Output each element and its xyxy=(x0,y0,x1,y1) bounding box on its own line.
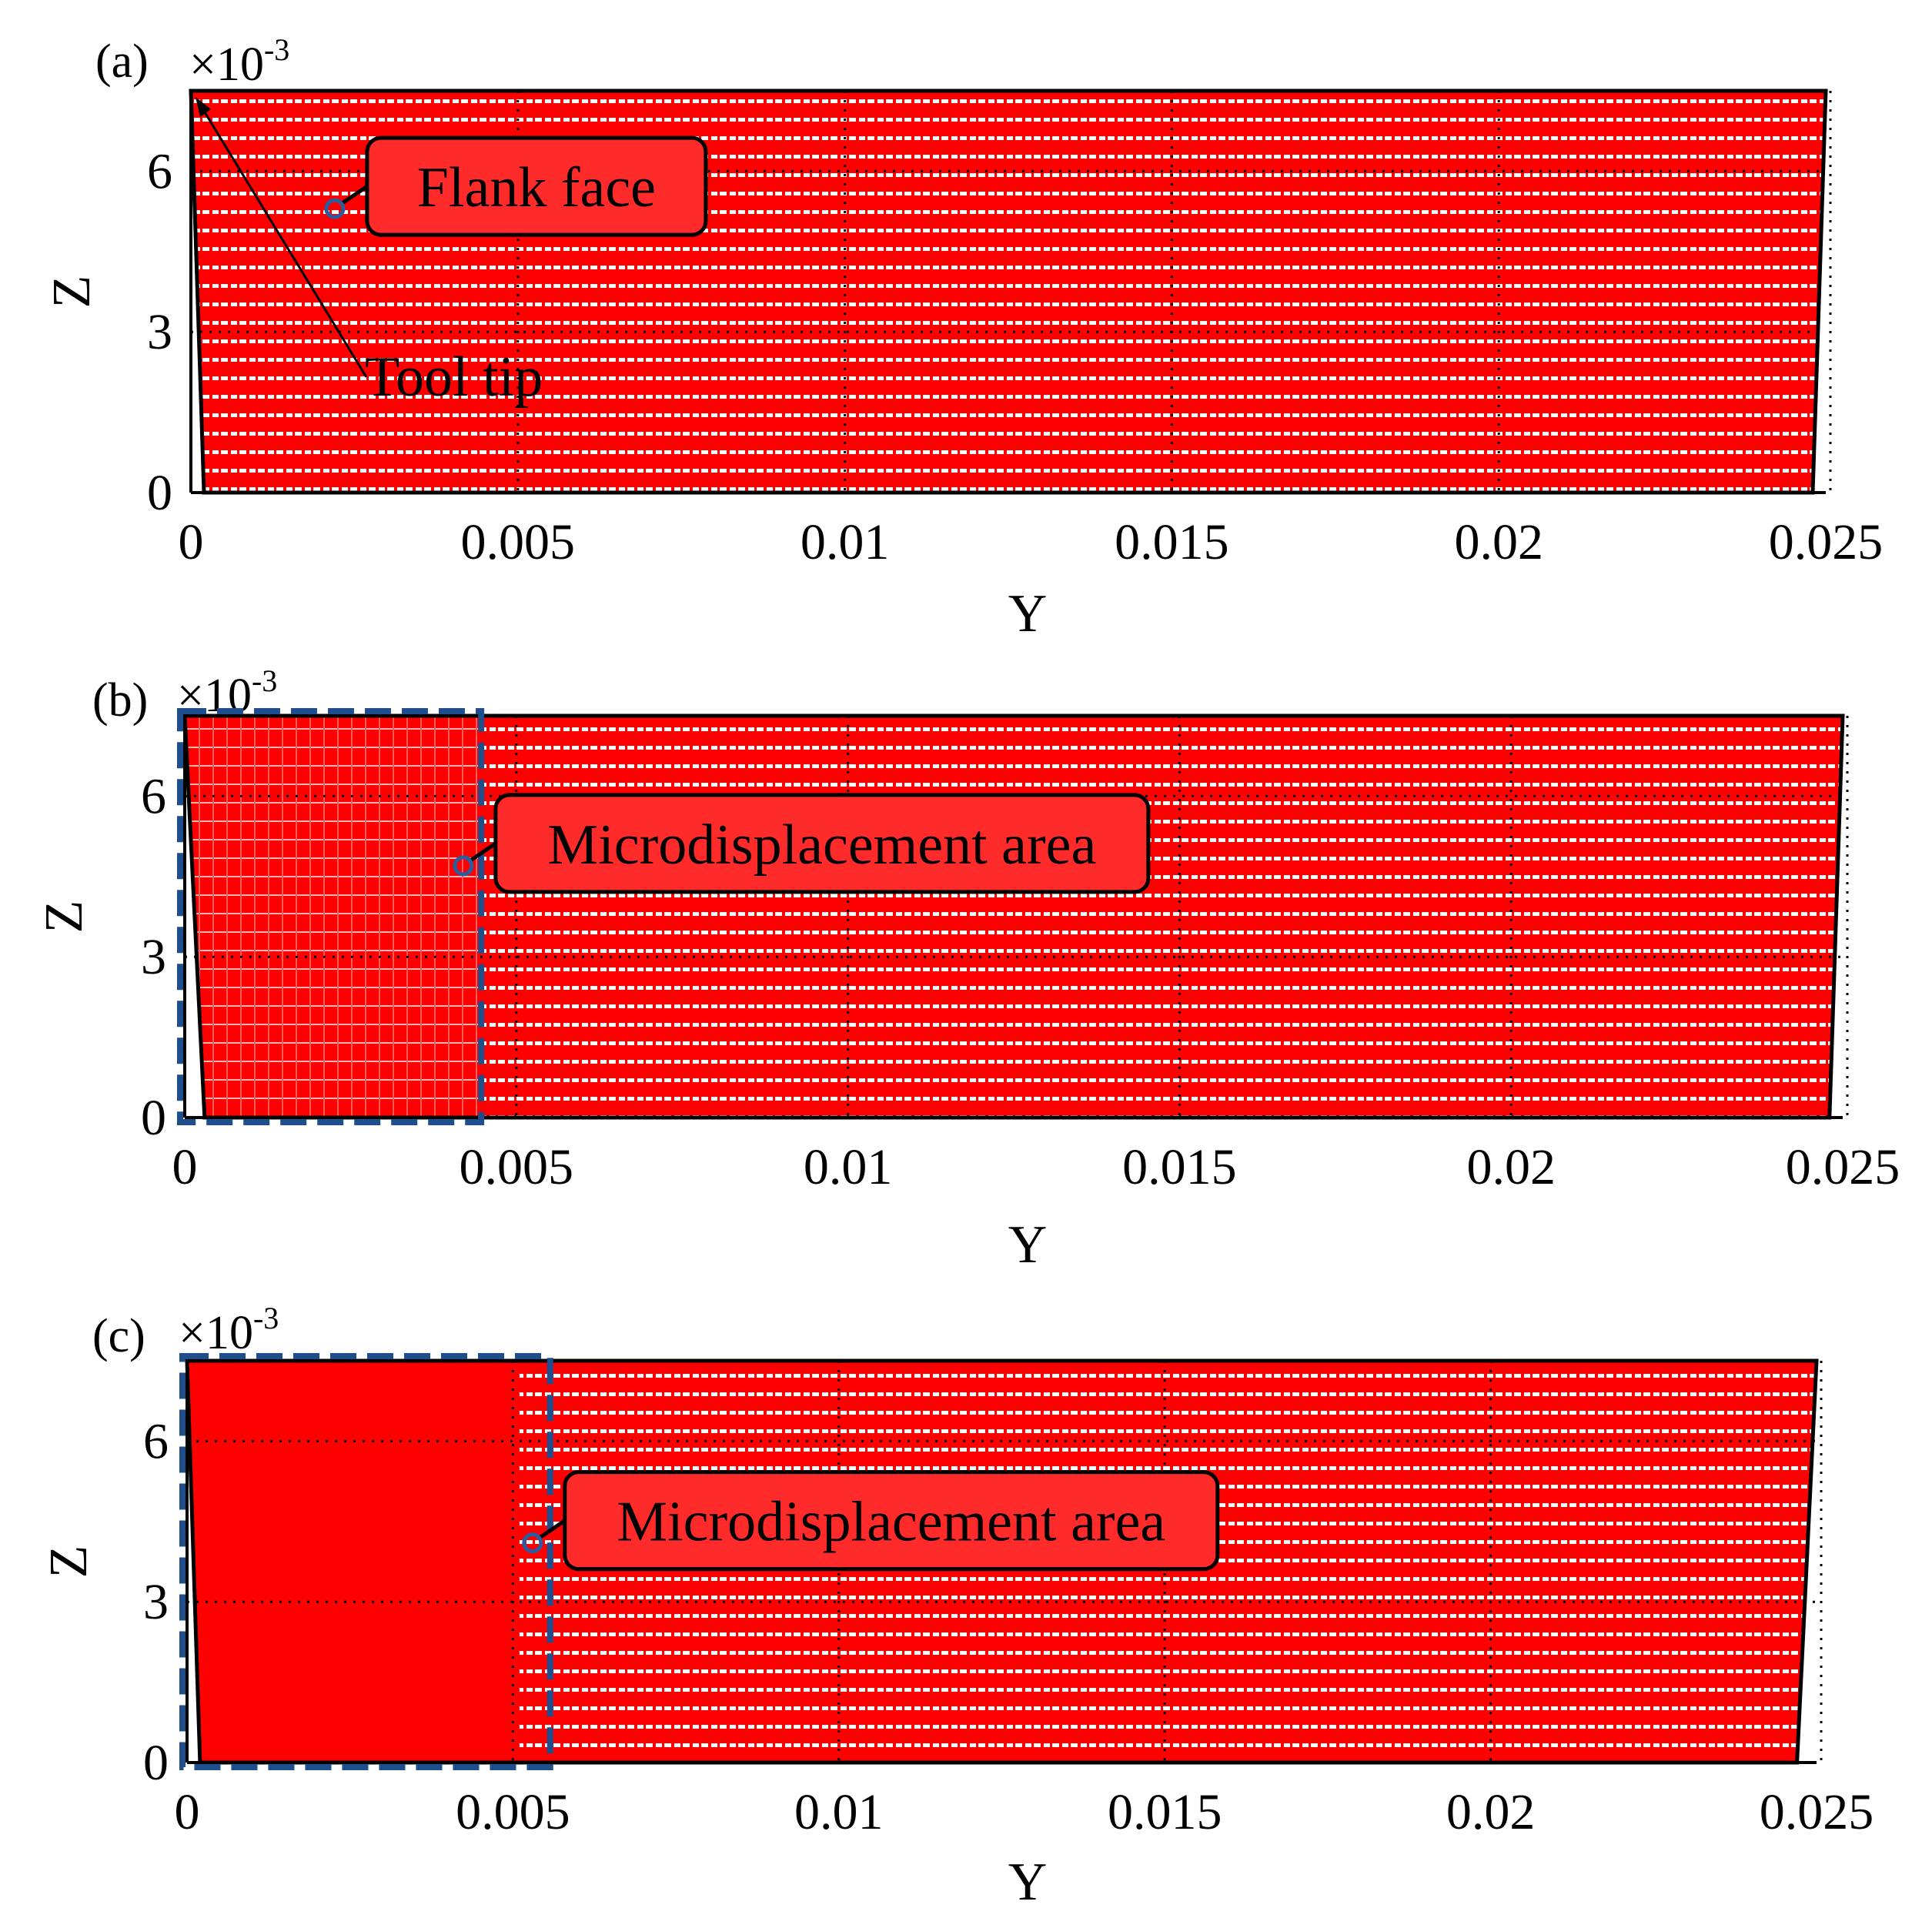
callout-box xyxy=(493,793,1151,894)
y-ticks: 0 3 6 xyxy=(143,1413,169,1791)
x-tick-label: 0.025 xyxy=(1760,1784,1874,1840)
x-ticks: 0 0.005 0.01 0.015 0.02 0.025 xyxy=(179,514,1884,570)
y-tick-label: 6 xyxy=(141,768,166,824)
panel-label: (a) xyxy=(95,35,149,88)
y-axis-label: Z xyxy=(42,276,102,309)
x-axis-label: Y xyxy=(1008,584,1048,643)
microdisplacement-box xyxy=(177,708,485,1125)
callout-box xyxy=(365,135,708,237)
x-tick-label: 0.005 xyxy=(461,514,576,570)
callout-box xyxy=(563,1470,1220,1572)
y-tick-label: 3 xyxy=(141,929,166,985)
callout-anchor-marker xyxy=(522,1532,543,1554)
x-tick-label: 0.015 xyxy=(1122,1139,1237,1195)
y-tick-label: 3 xyxy=(147,304,172,360)
x-tick-label: 0.005 xyxy=(456,1784,570,1840)
x-ticks: 0 0.005 0.01 0.015 0.02 0.025 xyxy=(175,1784,1874,1840)
x-tick-label: 0.01 xyxy=(794,1784,884,1840)
callout-leader xyxy=(468,841,497,863)
x-tick-label: 0.025 xyxy=(1786,1139,1900,1195)
multiplier-label: ×10-3 xyxy=(189,32,289,91)
x-tick-label: 0.025 xyxy=(1769,514,1884,570)
x-tick-label: 0.015 xyxy=(1115,514,1229,570)
multiplier-exponent: -3 xyxy=(252,663,277,698)
panel-a: (a) ×10-3 Z Y 0 0.005 0.01 0.015 0.02 0.025 0… xyxy=(42,32,1883,643)
y-ticks: 0 3 6 xyxy=(147,143,172,521)
x-tick-label: 0 xyxy=(175,1784,200,1840)
multiplier-label: ×10-3 xyxy=(179,1301,279,1359)
x-axis-label: Y xyxy=(1008,1215,1048,1275)
callout-leader xyxy=(339,185,369,206)
callout-anchor-marker xyxy=(453,855,474,877)
x-ticks: 0 0.005 0.01 0.015 0.02 0.025 xyxy=(172,1139,1900,1195)
x-tick-label: 0.02 xyxy=(1446,1784,1536,1840)
x-tick-label: 0 xyxy=(172,1139,198,1195)
y-tick-label: 0 xyxy=(147,465,172,521)
x-tick-label: 0.015 xyxy=(1108,1784,1222,1840)
y-tick-label: 3 xyxy=(143,1574,169,1630)
y-axis-label: Z xyxy=(39,1545,99,1579)
x-tick-label: 0.01 xyxy=(801,514,890,570)
y-tick-label: 0 xyxy=(141,1090,166,1146)
x-tick-label: 0.02 xyxy=(1454,514,1543,570)
x-axis-label: Y xyxy=(1008,1853,1048,1908)
dense-region xyxy=(185,716,483,1118)
tool-tip-arrow xyxy=(199,104,368,378)
y-ticks: 0 3 6 xyxy=(141,768,166,1146)
callout-text: Microdisplacement area xyxy=(617,1491,1165,1554)
y-tick-label: 0 xyxy=(143,1735,169,1791)
callout-text: Flank face xyxy=(417,156,656,219)
callout-text: Microdisplacement area xyxy=(547,814,1096,877)
x-tick-label: 0 xyxy=(179,514,204,570)
multiplier-exponent: -3 xyxy=(253,1301,279,1335)
panel-label: (c) xyxy=(92,1310,145,1362)
panel-c: (c) ×10-3 Z Y 0 0.005 0.01 0.015 0.02 0.025 0… xyxy=(39,1301,1874,1908)
tool-tip-arrowhead xyxy=(196,97,211,117)
microdisplacement-box xyxy=(179,1353,553,1770)
callout-anchor-marker xyxy=(324,198,346,219)
callout-leader xyxy=(537,1519,567,1540)
x-tick-label: 0.005 xyxy=(460,1139,574,1195)
y-tick-label: 6 xyxy=(143,1413,169,1469)
tool-tip-label: Tool tip xyxy=(365,346,543,409)
y-tick-label: 6 xyxy=(147,143,172,199)
panel-b: (b) ×10-3 Z Y 0 0.005 0.01 0.015 0.02 0.025 0… xyxy=(35,663,1900,1275)
grid xyxy=(185,716,1849,1118)
y-axis-label: Z xyxy=(35,901,94,934)
multiplier-exponent: -3 xyxy=(264,32,289,67)
panel-label: (b) xyxy=(92,674,148,727)
grid xyxy=(187,1361,1823,1763)
x-tick-label: 0.01 xyxy=(804,1139,893,1195)
x-tick-label: 0.02 xyxy=(1466,1139,1556,1195)
dense-region xyxy=(187,1361,520,1763)
